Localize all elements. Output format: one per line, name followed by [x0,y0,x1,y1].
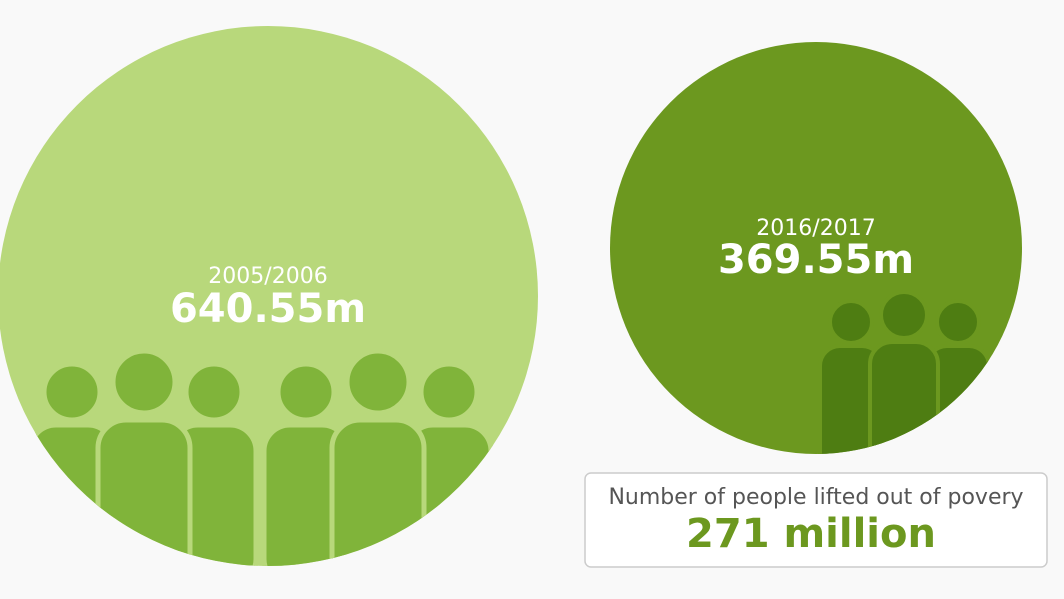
value-label: 369.55m [718,237,914,283]
period-label: 2005/2006 [208,264,327,289]
people-icons [818,290,991,454]
value-label: 640.55m [170,286,366,332]
summary-value: 271 million [686,511,936,557]
summary-box [584,472,1048,568]
period-label: 2016/2017 [756,216,875,241]
summary-label: Number of people lifted out of povery [608,485,1023,510]
